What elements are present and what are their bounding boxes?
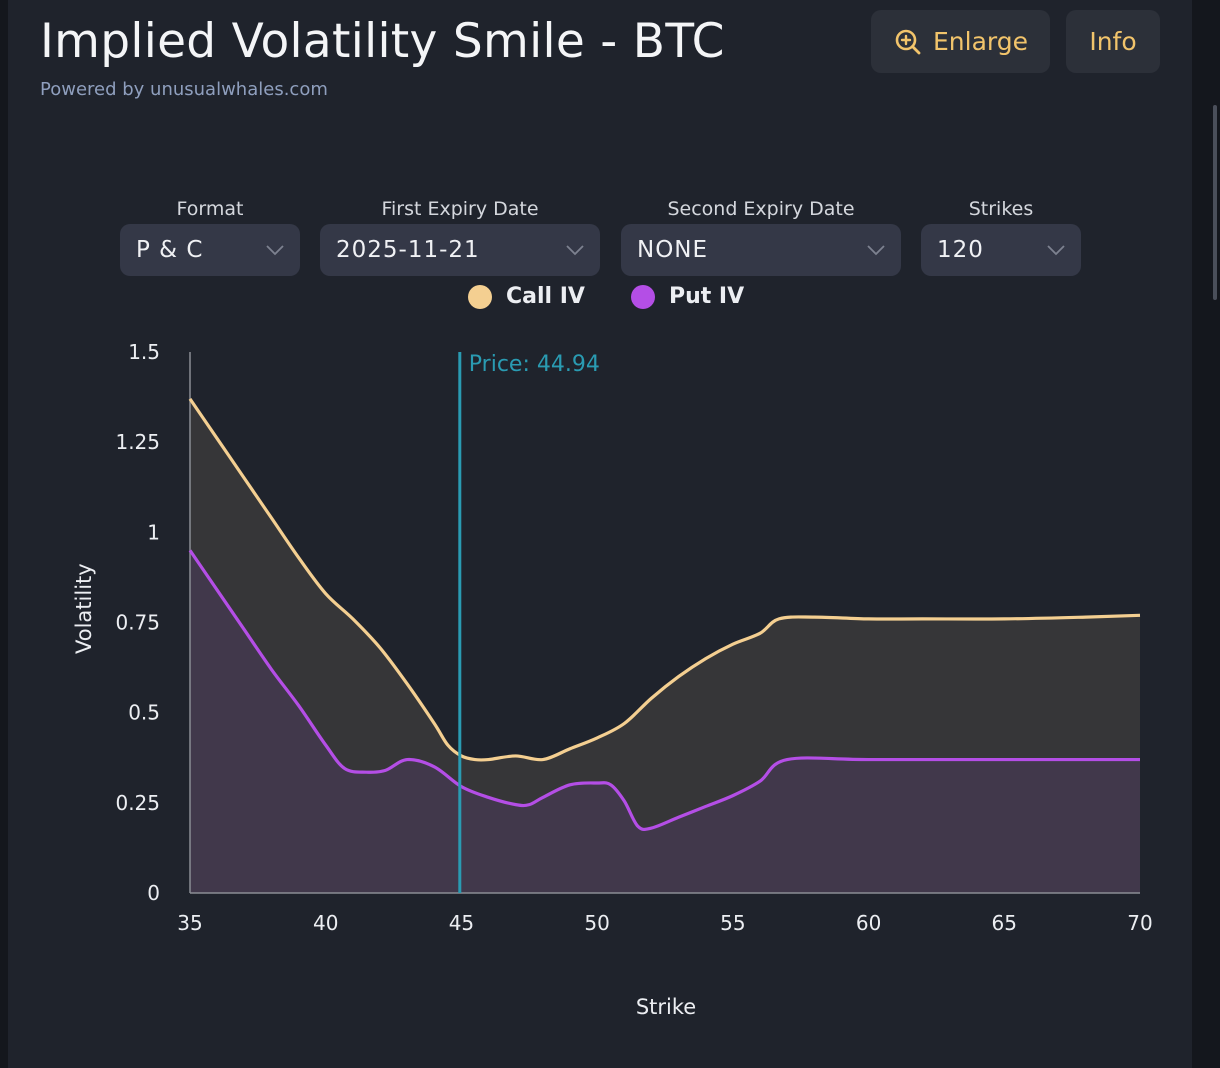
chevron-down-icon (266, 244, 284, 256)
put-iv-swatch (630, 284, 655, 309)
chevron-down-icon (867, 244, 885, 256)
strikes-value: 120 (937, 237, 984, 263)
y-tick-label: 1.25 (115, 430, 160, 454)
y-tick-label: 0.25 (115, 791, 160, 815)
chart-legend: Call IV Put IV (468, 284, 744, 309)
x-axis-label: Strike (635, 995, 697, 1019)
x-tick-label: 60 (856, 911, 881, 935)
x-tick-label: 35 (177, 911, 202, 935)
second-expiry-value: NONE (637, 237, 709, 263)
series-line-0 (188, 397, 1141, 762)
second-expiry-control: Second Expiry Date NONE (621, 198, 901, 276)
chevron-down-icon (566, 244, 584, 256)
first-expiry-value: 2025-11-21 (336, 237, 480, 263)
call-iv-swatch (468, 284, 492, 309)
series-area-1 (190, 550, 1140, 893)
powered-by-text: Powered by unusualwhales.com (40, 79, 328, 100)
y-axis-label: Volatility (72, 563, 96, 654)
price-label: Price: 44.94 (469, 352, 600, 377)
second-expiry-select[interactable]: NONE (621, 224, 901, 276)
y-tick-label: 0.5 (128, 701, 160, 725)
strikes-select[interactable]: 120 (921, 224, 1081, 276)
y-tick-label: 0 (147, 881, 160, 905)
series-line-1 (188, 549, 1140, 832)
legend-call-iv[interactable]: Call IV (468, 284, 585, 309)
x-tick-label: 40 (313, 911, 338, 935)
x-tick-label: 55 (720, 911, 745, 935)
strikes-control: Strikes 120 (921, 198, 1081, 276)
y-tick-label: 1 (147, 520, 160, 544)
page-title: Implied Volatility Smile - BTC (40, 14, 725, 69)
legend-put-iv[interactable]: Put IV (630, 284, 745, 309)
second-expiry-label: Second Expiry Date (667, 198, 855, 220)
first-expiry-select[interactable]: 2025-11-21 (320, 224, 600, 276)
x-tick-label: 50 (584, 911, 609, 935)
first-expiry-label: First Expiry Date (381, 198, 539, 220)
first-expiry-control: First Expiry Date 2025-11-21 (320, 198, 600, 276)
strikes-label: Strikes (968, 198, 1034, 220)
format-value: P & C (136, 237, 204, 263)
legend-call-label: Call IV (506, 284, 585, 309)
y-tick-label: 0.75 (115, 611, 160, 635)
enlarge-label: Enlarge (933, 27, 1028, 56)
enlarge-button[interactable]: Enlarge (871, 10, 1050, 73)
y-tick-label: 1.5 (128, 340, 160, 364)
chevron-down-icon (1047, 244, 1065, 256)
x-tick-label: 70 (1127, 911, 1152, 935)
format-label: Format (176, 198, 244, 220)
scrollbar[interactable] (1213, 105, 1217, 300)
info-button[interactable]: Info (1066, 10, 1160, 73)
format-select[interactable]: P & C (120, 224, 300, 276)
legend-put-label: Put IV (668, 284, 745, 309)
zoom-in-icon (893, 27, 923, 57)
x-tick-label: 45 (449, 911, 474, 935)
x-tick-label: 65 (992, 911, 1017, 935)
format-control: Format P & C (120, 198, 300, 276)
info-label: Info (1089, 27, 1137, 56)
